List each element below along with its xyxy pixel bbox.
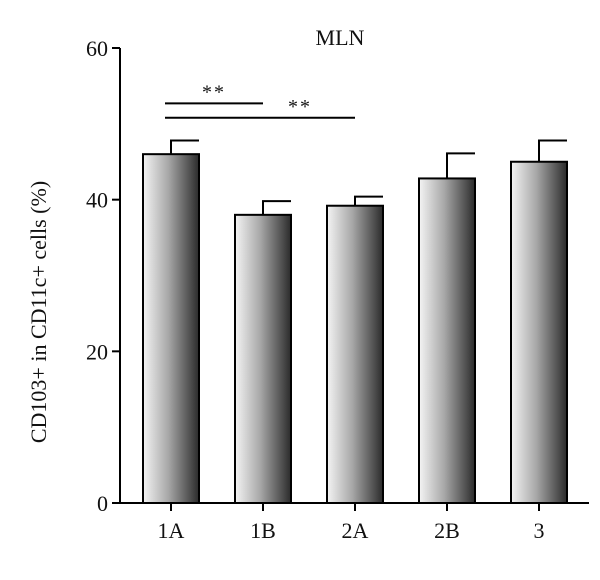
x-tick-label-2A: 2A — [342, 518, 369, 543]
bar-2A — [326, 204, 384, 504]
bar-2B — [418, 177, 476, 505]
bar-1A — [142, 153, 200, 505]
bar-3 — [510, 160, 568, 504]
bar-1B — [234, 213, 292, 504]
y-tick-label-0: 0 — [97, 491, 108, 516]
x-tick-label-1B: 1B — [250, 518, 276, 543]
y-tick-label-60: 60 — [86, 36, 108, 61]
significance-label-1: ** — [202, 81, 226, 103]
y-tick-label-20: 20 — [86, 339, 108, 364]
plot-area: 0 20 40 60 1A 1B 2A 2B 3 ** ** — [86, 36, 589, 543]
significance-label-2: ** — [288, 96, 312, 118]
y-axis-label: CD103+ in CD11c+ cells (%) — [26, 181, 51, 443]
x-tick-label-1A: 1A — [158, 518, 185, 543]
chart-title: MLN — [316, 25, 365, 50]
y-tick-label-40: 40 — [86, 188, 108, 213]
x-tick-label-3: 3 — [534, 518, 545, 543]
x-tick-label-2B: 2B — [434, 518, 460, 543]
